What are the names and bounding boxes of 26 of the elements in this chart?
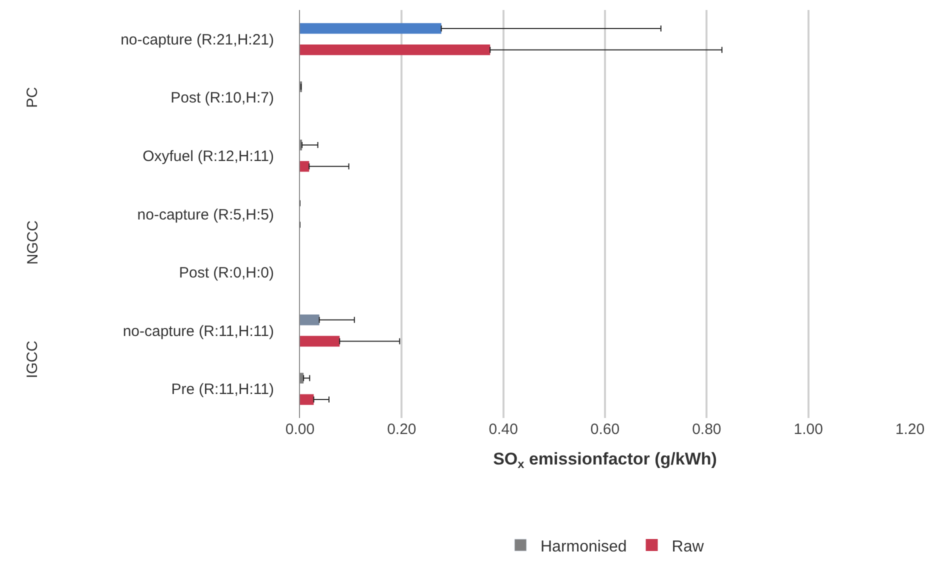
- x-tick-label: 0.20: [387, 421, 416, 438]
- text: IGCC: [24, 340, 41, 378]
- x-tick-label: 1.00: [794, 421, 823, 438]
- y-tick-label: no-capture (R:21,H:21): [120, 31, 274, 48]
- x-tick-label: 1.20: [895, 421, 925, 438]
- y-tick-label: no-capture (R:5,H:5): [137, 206, 274, 224]
- text: NGCC: [24, 220, 42, 265]
- text: PC: [24, 86, 42, 108]
- bar: [300, 44, 490, 56]
- bar: [300, 23, 442, 34]
- y-tick-label: Post (R:10,H:7): [170, 90, 274, 107]
- bar: [300, 314, 320, 326]
- bar: [300, 161, 310, 172]
- x-axis-title: SO$_{x}$ emissionfactor (g/kWh): [493, 449, 717, 471]
- bar: [300, 394, 314, 405]
- x-tick-label: 0.00: [285, 421, 315, 438]
- x-tick-label: 0.80: [692, 421, 722, 438]
- y-tick-label: Oxyfuel (R:12,H:11): [142, 148, 274, 165]
- y-tick-label: no-capture (R:11,H:11): [122, 322, 274, 340]
- legend-label: Raw: [672, 538, 704, 556]
- legend-label: Harmonised: [540, 538, 627, 556]
- x-tick-label: 0.40: [488, 421, 518, 438]
- y-tick-label: Post (R:0,H:0): [178, 264, 274, 282]
- bar: [300, 336, 340, 347]
- x-tick-label: 0.60: [590, 421, 620, 438]
- y-tick-label: Pre (R:11,H:11): [171, 381, 274, 398]
